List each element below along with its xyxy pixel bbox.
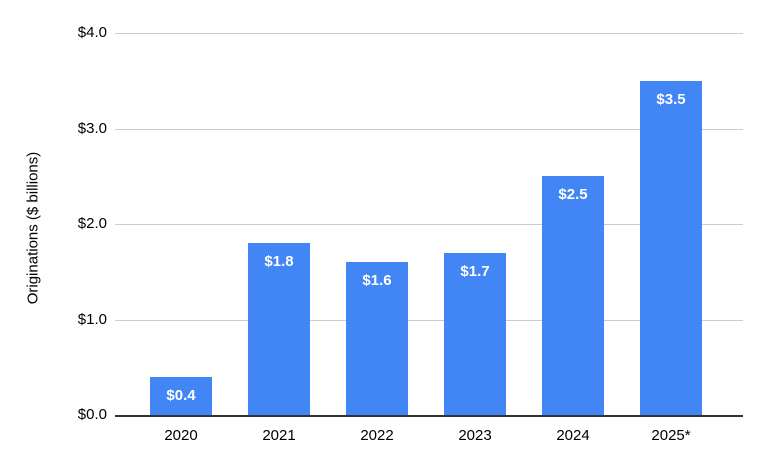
bar-value-label: $2.5 [558, 186, 588, 204]
bar-series: $0.4 $1.8 $1.6 $1.7 $2.5 $3.5 [132, 33, 720, 415]
x-tick-label: 2025* [651, 427, 691, 444]
bar-2021: $1.8 [248, 243, 310, 415]
bar-2025*: $3.5 [640, 80, 702, 415]
y-tick-label: $2.0 [77, 215, 107, 232]
y-tick-label: $3.0 [77, 119, 107, 137]
y-tick-label: $1.0 [77, 310, 107, 328]
plot-area: $0.4 $1.8 $1.6 $1.7 $2.5 $3.5 2020 2021 2022 202… [115, 33, 743, 444]
x-tick-label: 2022 [360, 427, 394, 444]
gridline [115, 128, 743, 130]
bar-2024: $2.5 [542, 176, 604, 415]
bar-2022: $1.6 [346, 262, 408, 415]
bar-value-label: $1.6 [362, 272, 392, 290]
x-tick-band: 2023 [426, 426, 524, 446]
bar-2023: $1.7 [444, 252, 506, 415]
x-tick-band: 2020 [132, 426, 230, 446]
x-tick-label: 2021 [262, 427, 296, 444]
x-tick-band: 2025* [622, 426, 720, 446]
x-tick-label: 2023 [458, 427, 492, 444]
gridline [115, 33, 743, 34]
bar-band: $0.4 [132, 33, 230, 415]
x-axis-line [115, 415, 743, 417]
bar-band: $1.6 [328, 33, 426, 415]
gridline [115, 224, 743, 225]
x-tick-band: 2024 [524, 426, 622, 446]
y-tick-label: $0.0 [77, 406, 107, 423]
bar-band: $1.8 [230, 33, 328, 415]
bar-value-label: $0.4 [166, 386, 196, 404]
x-tick-band: 2021 [230, 426, 328, 446]
bar-2020: $0.4 [150, 376, 212, 415]
x-tick-label: 2024 [556, 427, 590, 444]
bar-band: $2.5 [524, 33, 622, 415]
x-tick-label: 2020 [164, 427, 198, 444]
gridline [115, 319, 743, 321]
bar-value-label: $1.8 [264, 253, 294, 271]
bar-band: $1.7 [426, 33, 524, 415]
y-tick-label: $4.0 [77, 24, 107, 41]
x-axis-tick-labels: 2020 2021 2022 2023 2024 2025* [132, 426, 720, 446]
bar-value-label: $1.7 [460, 262, 490, 280]
x-tick-band: 2022 [328, 426, 426, 446]
bar-band: $3.5 [622, 33, 720, 415]
bar-value-label: $3.5 [656, 90, 686, 108]
